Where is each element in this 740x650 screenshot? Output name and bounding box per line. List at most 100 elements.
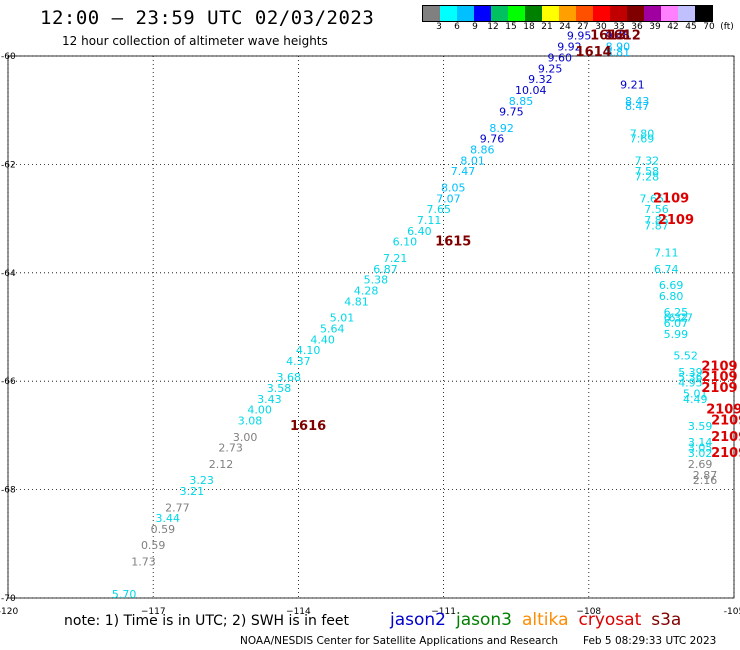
satellite-altika: altika: [522, 610, 569, 630]
data-point: 4.37: [286, 355, 311, 368]
data-point: 4.28: [354, 284, 379, 297]
data-point: 6.25: [664, 306, 689, 319]
data-point: 7.21: [383, 252, 408, 265]
data-point: 3.02: [688, 447, 713, 460]
data-point: 3.43: [257, 393, 282, 406]
data-point: 8.90: [606, 41, 631, 54]
x-tick-label: -105: [724, 607, 740, 617]
time-label: 2109: [653, 191, 689, 206]
data-point: 6.80: [659, 290, 684, 303]
footnote: note: 1) Time is in UTC; 2) SWH is in fe…: [64, 613, 350, 629]
data-point: 7.58: [635, 165, 660, 178]
chart-title: 12:00 – 23:59 UTC 02/03/2023: [40, 7, 375, 29]
legend-label: 33: [613, 22, 625, 32]
data-point: 8.86: [470, 144, 495, 157]
legend-swatch: [542, 6, 559, 21]
data-point: 9.76: [480, 133, 505, 146]
data-point: 9.45: [606, 30, 631, 43]
data-point: 4.00: [247, 404, 272, 417]
time-label: 2109: [711, 446, 740, 461]
data-point: 9.32: [528, 73, 553, 86]
data-point: 9.21: [620, 79, 645, 92]
legend-label: 3: [436, 22, 442, 32]
data-point: 3.23: [189, 474, 214, 487]
generated-timestamp: Feb 5 08:29:33 UTC 2023: [583, 635, 717, 647]
time-label: 2109: [711, 430, 740, 445]
data-point: 7.56: [644, 203, 669, 216]
data-point: 2.87: [693, 469, 718, 482]
data-point: 2.69: [688, 458, 713, 471]
legend-label: 30: [595, 22, 607, 32]
data-point: 6.07: [664, 317, 689, 330]
data-point: 4.40: [310, 333, 335, 346]
x-tick-label: −108: [576, 607, 601, 617]
data-point: 6.32: [664, 312, 689, 325]
y-tick-label: -66: [1, 377, 16, 387]
data-point: 0.59: [151, 523, 176, 536]
legend-swatch: [457, 6, 474, 21]
data-point: 9.75: [499, 106, 524, 119]
data-point: 4.81: [344, 295, 369, 308]
time-label: 1612: [605, 29, 641, 44]
color-legend-labels: 3 6 9 12 15 18 21 24 27 30 33 36 39 42 45 70 (ft): [422, 22, 740, 34]
y-tick-label: -62: [1, 160, 16, 170]
data-point: 10.04: [515, 84, 547, 97]
satellite-jason3: jason3: [456, 610, 512, 630]
legend-label: 9: [472, 22, 478, 32]
data-point: 9.60: [548, 51, 573, 64]
data-point: 7.80: [630, 127, 655, 140]
data-point: 8.01: [460, 154, 485, 167]
chart-subtitle: 12 hour collection of altimeter wave hei…: [62, 34, 328, 48]
data-point: 3.59: [688, 420, 713, 433]
data-point: 3.21: [180, 485, 205, 498]
data-point: 2.77: [165, 501, 190, 514]
data-point: 7.69: [630, 133, 655, 146]
legend-swatch: [491, 6, 508, 21]
y-tick-label: -60: [1, 52, 16, 62]
data-point: 6.69: [659, 279, 684, 292]
y-tick-label: -64: [1, 269, 16, 279]
x-tick-label: -120: [0, 607, 18, 617]
legend-swatch: [661, 6, 678, 21]
legend-swatch: [559, 6, 576, 21]
legend-label: 6: [454, 22, 460, 32]
data-point: 6.27: [669, 312, 694, 325]
data-point: 5.52: [673, 350, 698, 363]
data-point: 3.00: [233, 431, 258, 444]
data-point: 2.16: [693, 474, 718, 487]
legend-label: 21: [541, 22, 553, 32]
legend-swatch: [576, 6, 593, 21]
legend-label: 15: [505, 22, 517, 32]
data-point: 4.10: [296, 344, 321, 357]
time-label: 1616: [290, 419, 326, 434]
data-point: 8.47: [625, 100, 650, 113]
time-label: 1615: [435, 235, 471, 250]
time-label: 2109: [701, 370, 737, 385]
data-point: 6.40: [407, 225, 432, 238]
time-label: 2109: [658, 213, 694, 228]
data-point: 5.38: [364, 274, 389, 287]
x-tick-label: −111: [431, 607, 456, 617]
data-point: 3.14: [688, 436, 713, 449]
legend-swatch: [508, 6, 525, 21]
legend-label: 18: [523, 22, 535, 32]
data-point: 7.65: [427, 203, 452, 216]
color-legend: [422, 5, 713, 22]
satellite-cryosat: cryosat: [578, 610, 642, 630]
data-point: 5.70: [112, 588, 137, 601]
data-point: 7.28: [635, 171, 660, 184]
legend-label: 36: [631, 22, 643, 32]
legend-label: 45: [685, 22, 697, 32]
plot-frame: [7, 55, 735, 599]
data-point: 5.99: [664, 328, 689, 341]
data-point: 2.12: [209, 458, 234, 471]
time-label: 1614: [576, 45, 612, 60]
time-label: 2109: [701, 381, 737, 396]
y-tick-label: -68: [1, 486, 16, 496]
x-tick-label: −117: [141, 607, 166, 617]
legend-label: 12: [487, 22, 499, 32]
time-label: 2109: [701, 359, 737, 374]
legend-swatch: [644, 6, 661, 21]
legend-label: 24: [559, 22, 571, 32]
